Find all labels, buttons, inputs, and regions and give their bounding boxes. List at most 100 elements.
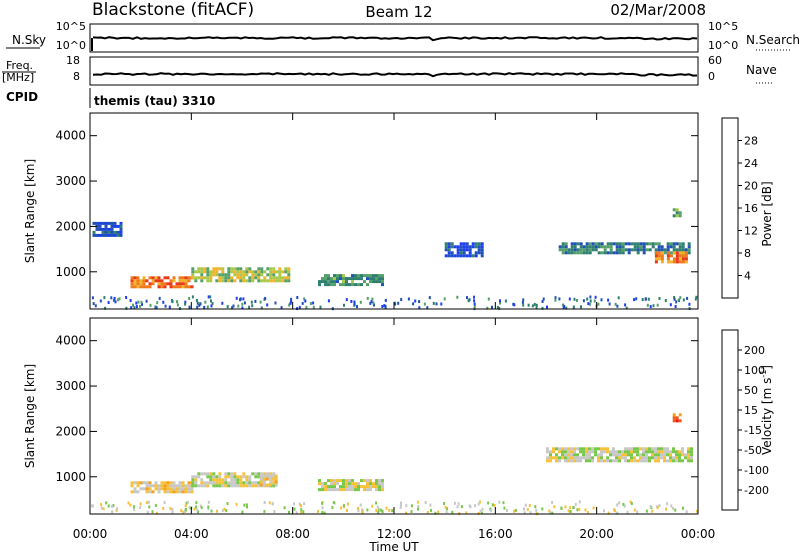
power-cell [594,245,598,249]
power-cell [151,276,155,280]
velocity-cell [209,478,213,482]
power-cell [624,242,628,246]
velocity-cell [567,453,570,457]
velocity-cell [218,475,222,479]
power-cell [672,214,676,218]
velocity-colorbar: -200 -100 -50 -15 15 50 100 200 [721,329,769,511]
power-cell [116,224,120,228]
velocity-speckle [185,501,188,505]
velocity-cell [154,484,158,488]
x-axis-label: Time UT [368,540,419,554]
velocity-cell [678,413,682,417]
freq-trace [92,72,698,78]
velocity-cell [546,447,549,451]
power-cell [172,279,176,283]
velocity-cell [136,484,140,488]
velocity-cell [274,477,278,481]
velocity-speckle [674,508,677,512]
velocity-cell [564,453,567,457]
power-cell [459,251,463,255]
power-cell [687,245,691,249]
velocity-cell [209,475,213,479]
velocity-cell [672,413,676,417]
velocity-cell [330,485,333,489]
power-cell [381,277,384,281]
power-cell [221,270,225,274]
power-cell [233,279,237,283]
power-speckle [137,300,140,304]
velocity-speckle [300,504,302,508]
velocity-cell [687,450,690,454]
power-cell [684,251,688,255]
velocity-cell [612,459,615,463]
power-speckle [573,297,576,301]
power-cell [351,283,354,287]
power-cell [570,248,574,252]
velocity-speckle [682,506,684,510]
velocity-cell [678,419,682,423]
power-speckle [435,302,438,306]
power-cell [618,245,622,249]
velocity-cell [360,485,363,489]
velocity-speckle [649,504,652,508]
power-cell [474,251,478,255]
power-speckle [251,304,254,308]
power-cell [242,279,246,283]
velocity-speckle [151,510,154,514]
power-cell [233,273,237,277]
velocity-speckle [560,506,563,510]
power-cell [227,273,231,277]
power-cell [381,274,384,278]
velocity-cell [166,490,170,494]
velocity-cell [191,475,195,479]
nsky-label: N.Sky [12,33,46,47]
power-speckle [203,305,206,309]
velocity-cell [148,487,152,491]
velocity-cell [175,484,179,488]
velocity-speckle [184,510,186,513]
power-cell [278,267,282,271]
power-cell [681,257,685,261]
velocity-cell [624,456,627,460]
power-speckle [195,299,198,302]
velocity-speckle [451,510,454,514]
power-cell [236,267,240,271]
velocity-speckle [100,506,103,510]
power-cell [272,270,276,274]
power-cell [459,254,463,258]
power-speckle [496,305,499,309]
power-speckle [607,298,610,302]
velocity-cell [672,450,675,454]
velocity-speckle [283,506,286,510]
power-plot: 1000 2000 3000 4000 [55,113,699,311]
velocity-cell [579,450,582,454]
velocity-cell [342,485,345,489]
power-cell [107,230,111,234]
power-cell [327,280,330,284]
power-cell [172,276,176,280]
velocity-cell [154,487,158,491]
velocity-cell [573,450,576,454]
power-cell [169,285,173,289]
power-cell [681,245,685,249]
power-cell [245,279,249,283]
velocity-cell [555,456,558,460]
power-cell [233,267,237,271]
power-cell [462,254,466,258]
power-speckle [199,302,202,306]
velocity-speckle [200,506,203,510]
velocity-cell [151,484,155,488]
velocity-cell [187,481,191,485]
velocity-speckle [182,510,185,514]
power-speckle [394,302,397,306]
velocity-cell [251,472,255,476]
velocity-cell [221,484,225,488]
power-speckle [614,302,617,306]
power-panel-frame [89,112,699,310]
power-colorbar-tick-label: 8 [744,247,751,260]
velocity-cell [339,479,342,483]
power-cell [287,270,291,274]
power-cell [257,276,261,280]
velocity-cell [357,488,360,492]
power-speckle [104,306,107,310]
